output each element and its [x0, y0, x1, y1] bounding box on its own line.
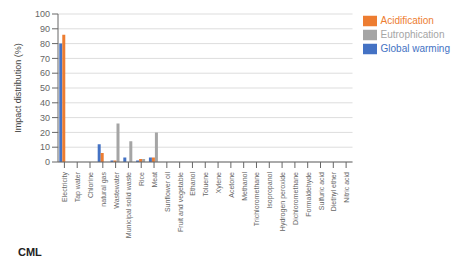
svg-text:Dichloromethane: Dichloromethane [292, 172, 299, 225]
svg-text:Acetone: Acetone [228, 172, 235, 198]
svg-text:Formaldehyde: Formaldehyde [305, 172, 313, 217]
svg-text:Tap water: Tap water [74, 171, 82, 202]
svg-text:Hydrogen peroxide: Hydrogen peroxide [279, 172, 287, 231]
svg-text:Methanol: Methanol [241, 172, 248, 201]
svg-text:natural gas: natural gas [100, 172, 108, 207]
svg-text:Rice: Rice [138, 172, 145, 186]
html-text:CML: CML [18, 246, 42, 258]
svg-text:Sunflower oil: Sunflower oil [164, 172, 171, 213]
svg-text:50: 50 [40, 83, 50, 93]
svg-text:Nitric acid: Nitric acid [343, 172, 350, 203]
svg-text:10: 10 [40, 142, 50, 152]
svg-text:Ethanol: Ethanol [189, 172, 196, 196]
svg-text:100: 100 [35, 9, 50, 19]
html-text:Eutrophication: Eutrophication [380, 28, 445, 40]
svg-text:60: 60 [40, 68, 50, 78]
svg-text:80: 80 [40, 39, 50, 49]
svg-text:70: 70 [40, 54, 50, 64]
svg-text:Trichloromethane: Trichloromethane [253, 172, 260, 226]
svg-text:30: 30 [40, 113, 50, 123]
html-text:Global warming: Global warming [380, 42, 450, 54]
svg-text:Electricity: Electricity [61, 172, 69, 202]
svg-text:Meat: Meat [151, 172, 158, 188]
svg-text:90: 90 [40, 24, 50, 34]
html-text:Acidification: Acidification [380, 14, 434, 26]
svg-text:Impact distribution (%): Impact distribution (%) [13, 43, 23, 133]
svg-text:40: 40 [40, 98, 50, 108]
svg-text:Diethyl ether: Diethyl ether [330, 171, 338, 211]
svg-text:Toluene: Toluene [202, 172, 209, 197]
svg-text:Fruit and vegetable: Fruit and vegetable [177, 172, 185, 232]
svg-text:Xylene: Xylene [215, 172, 223, 194]
svg-text:Sulfuric acid: Sulfuric acid [318, 172, 325, 210]
svg-text:Chlorine: Chlorine [87, 172, 94, 198]
svg-text:20: 20 [40, 128, 50, 138]
svg-text:Wastewater: Wastewater [113, 171, 120, 208]
svg-text:Isopropanol: Isopropanol [266, 172, 274, 209]
svg-text:Municipal solid waste: Municipal solid waste [125, 172, 133, 238]
svg-text:0: 0 [45, 157, 50, 167]
